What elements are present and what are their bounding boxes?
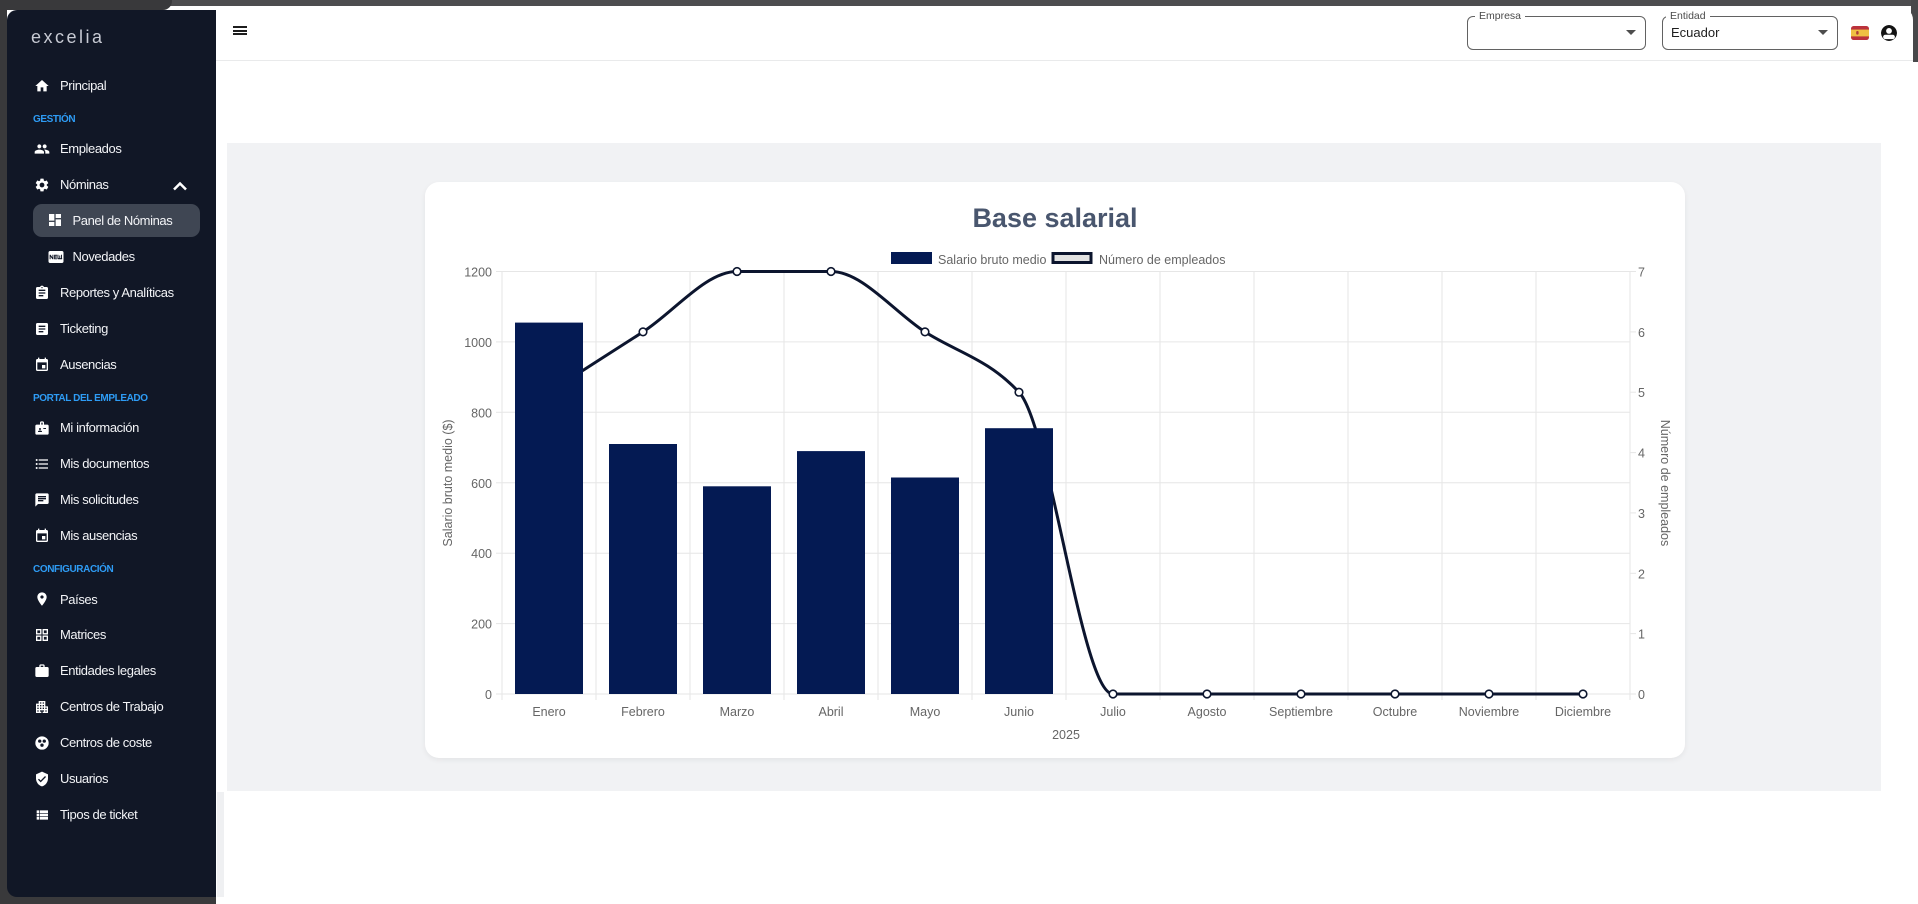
svg-text:1200: 1200 <box>464 266 492 280</box>
svg-text:Septiembre: Septiembre <box>1269 705 1333 719</box>
svg-text:Mayo: Mayo <box>910 705 941 719</box>
svg-text:Junio: Junio <box>1004 705 1034 719</box>
svg-text:4: 4 <box>1638 447 1645 461</box>
svg-text:2025: 2025 <box>1052 728 1080 742</box>
svg-text:600: 600 <box>471 477 492 491</box>
svg-text:2: 2 <box>1638 567 1645 581</box>
svg-text:Agosto: Agosto <box>1188 705 1227 719</box>
svg-text:800: 800 <box>471 406 492 420</box>
svg-text:Noviembre: Noviembre <box>1459 705 1519 719</box>
svg-text:6: 6 <box>1638 326 1645 340</box>
svg-text:0: 0 <box>485 688 492 702</box>
svg-text:Salario bruto medio: Salario bruto medio <box>938 253 1046 267</box>
svg-text:Diciembre: Diciembre <box>1555 705 1611 719</box>
svg-text:1000: 1000 <box>464 336 492 350</box>
svg-text:400: 400 <box>471 547 492 561</box>
svg-text:Julio: Julio <box>1100 705 1126 719</box>
svg-text:Número de empleados: Número de empleados <box>1658 420 1672 546</box>
svg-text:200: 200 <box>471 618 492 632</box>
svg-text:5: 5 <box>1638 386 1645 400</box>
svg-text:1: 1 <box>1638 628 1645 642</box>
svg-text:Octubre: Octubre <box>1373 705 1418 719</box>
svg-text:Salario bruto medio ($): Salario bruto medio ($) <box>441 419 455 546</box>
svg-text:0: 0 <box>1638 688 1645 702</box>
svg-text:Marzo: Marzo <box>720 705 755 719</box>
svg-text:Base salarial: Base salarial <box>972 203 1137 233</box>
svg-text:Enero: Enero <box>532 705 565 719</box>
svg-text:Número de empleados: Número de empleados <box>1099 253 1225 267</box>
svg-text:Abril: Abril <box>818 705 843 719</box>
svg-text:3: 3 <box>1638 507 1645 521</box>
svg-text:Febrero: Febrero <box>621 705 665 719</box>
svg-text:7: 7 <box>1638 266 1645 280</box>
